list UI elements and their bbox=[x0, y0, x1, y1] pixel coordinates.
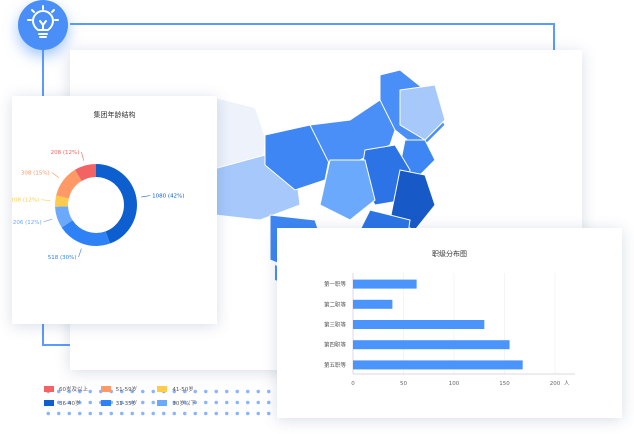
lightbulb-icon bbox=[27, 5, 59, 38]
label-leader-line bbox=[78, 248, 82, 258]
donut-slice[interactable] bbox=[61, 220, 110, 246]
legend-label: 31-35岁 bbox=[115, 401, 138, 407]
legend-swatch bbox=[157, 386, 168, 392]
x-tick-label: 0 bbox=[351, 381, 355, 387]
legend-swatch bbox=[44, 400, 54, 406]
slice-label: 518 (30%) bbox=[48, 255, 77, 261]
slice-label: 308 (15%) bbox=[21, 170, 50, 176]
label-leader-line bbox=[43, 218, 53, 223]
rank-distribution-card: 职级分布图 0 50 100 150 200 人 第一职等第二职等第三职等第四职等第五职等 bbox=[277, 228, 622, 418]
x-tick-label: 100 bbox=[449, 381, 460, 387]
age-donut-chart: 1080 (42%) 518 (30%) 206 (12%) 108 (12%) 308… bbox=[12, 150, 184, 261]
rank-chart-title: 职级分布图 bbox=[432, 250, 467, 258]
donut-slice[interactable] bbox=[55, 206, 73, 228]
label-leader-line bbox=[41, 199, 51, 201]
donut-slice[interactable] bbox=[96, 164, 137, 244]
bar[interactable] bbox=[353, 360, 523, 370]
legend-item[interactable]: 31-35岁 bbox=[100, 399, 158, 407]
slice-label: 1080 (42%) bbox=[152, 194, 184, 200]
legend-label: 36-40岁 bbox=[59, 401, 81, 407]
age-structure-card: 集团年龄结构 1080 (42%) 518 (30%) 206 (12%) 108 (… bbox=[12, 96, 217, 407]
slice-label: 208 (12%) bbox=[51, 150, 80, 156]
china-map bbox=[180, 69, 446, 285]
bar[interactable] bbox=[353, 320, 485, 329]
label-leader-line bbox=[51, 172, 60, 178]
legend-label: 51-59岁 bbox=[115, 387, 138, 393]
legend-swatch bbox=[44, 386, 54, 392]
label-leader-line bbox=[141, 195, 151, 198]
x-tick-label: 50 bbox=[400, 381, 407, 387]
legend-label: 30岁以下 bbox=[172, 401, 196, 407]
label-leader-line bbox=[81, 151, 85, 161]
x-tick-label: 200 bbox=[550, 381, 561, 387]
legend-label: 60岁及以上 bbox=[59, 387, 88, 393]
legend-swatch bbox=[157, 400, 168, 406]
y-category-label: 第四职等 bbox=[324, 341, 347, 349]
legend-item[interactable]: 51-59岁 bbox=[100, 385, 158, 393]
connector-line bbox=[42, 344, 72, 346]
legend-label: 41-50岁 bbox=[172, 387, 194, 393]
slice-label: 206 (12%) bbox=[13, 220, 42, 226]
legend-swatch bbox=[100, 400, 111, 406]
slice-label: 108 (12%) bbox=[12, 198, 39, 204]
legend-item[interactable]: 30岁以下 bbox=[157, 399, 214, 407]
x-unit-label: 人 bbox=[564, 380, 570, 387]
bar[interactable] bbox=[353, 299, 393, 309]
bar[interactable] bbox=[353, 279, 417, 289]
bar[interactable] bbox=[353, 340, 510, 350]
legend-item[interactable]: 36-40岁 bbox=[44, 399, 101, 407]
x-tick-label: 150 bbox=[499, 381, 510, 387]
donut-slice[interactable] bbox=[55, 195, 69, 207]
connector-line bbox=[553, 23, 555, 53]
lightbulb-badge bbox=[18, 0, 68, 50]
y-category-label: 第二职等 bbox=[324, 300, 347, 308]
connector-line bbox=[70, 23, 555, 25]
y-category-label: 第三职等 bbox=[324, 321, 347, 329]
y-category-label: 第一职等 bbox=[324, 280, 347, 288]
donut-slice[interactable] bbox=[56, 169, 82, 199]
legend-swatch bbox=[100, 386, 111, 392]
y-category-label: 第五职等 bbox=[324, 361, 347, 369]
legend-item[interactable]: 41-50岁 bbox=[157, 385, 214, 393]
age-legend: 60岁及以上 51-59岁 41-50岁 36-40岁 31-35岁 30岁以下 bbox=[44, 385, 214, 407]
donut-slice[interactable] bbox=[74, 164, 96, 181]
legend-item[interactable]: 60岁及以上 bbox=[44, 385, 101, 393]
age-chart-title: 集团年龄结构 bbox=[93, 111, 136, 119]
